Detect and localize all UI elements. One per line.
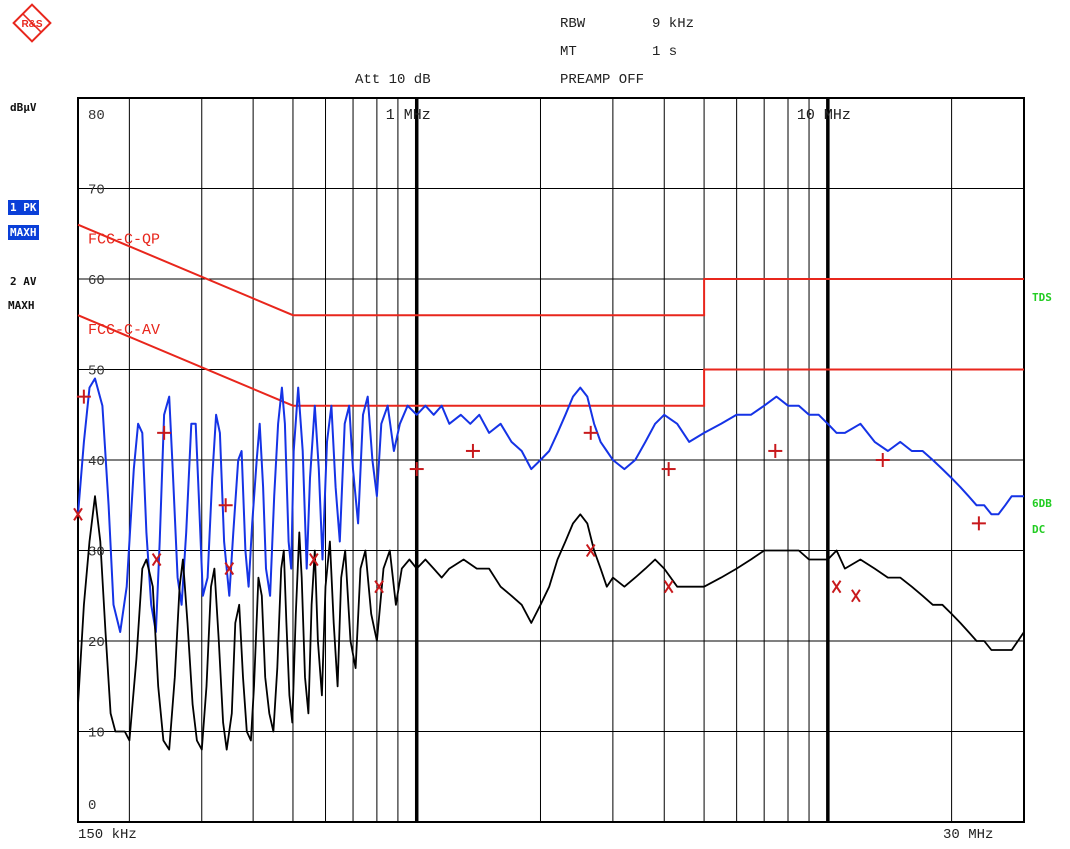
preamp-label: PREAMP OFF	[560, 72, 645, 88]
limit-line-label: FCC-C-QP	[88, 232, 160, 249]
qp-marker	[768, 443, 783, 458]
unit-label: dBµV	[10, 101, 37, 114]
rs-logo: R&S	[12, 3, 52, 43]
y-tick-label: 40	[88, 454, 105, 470]
att-label: Att 10 dB	[355, 72, 431, 88]
av-marker-b	[73, 507, 83, 521]
rbw-label: RBW	[560, 16, 586, 32]
av-marker-b	[851, 589, 861, 603]
trace2-label-line2[interactable]: MAXH	[8, 299, 35, 312]
qp-marker	[465, 443, 480, 458]
traces	[77, 377, 1025, 751]
y-tick-label: 70	[88, 183, 105, 199]
x-start-label: 150 kHz	[78, 827, 137, 843]
mt-label: MT	[560, 44, 577, 60]
y-tick-label: 30	[88, 545, 105, 561]
qp-marker	[218, 498, 233, 513]
av-marker-b	[309, 552, 319, 567]
mt-value: 1 s	[652, 44, 678, 60]
markers	[73, 389, 986, 603]
av-marker-b	[663, 580, 674, 594]
qp-marker	[583, 425, 598, 440]
rbw-value: 9 kHz	[652, 16, 695, 32]
av-marker	[851, 589, 861, 603]
av-marker	[224, 562, 235, 576]
limit-line	[77, 223, 1024, 317]
av-marker-b	[374, 580, 384, 594]
limit-line-label: FCC-C-AV	[88, 322, 160, 339]
y-tick-label: 20	[88, 635, 105, 651]
av-marker	[73, 507, 83, 521]
qp-marker	[409, 462, 424, 477]
av-marker	[831, 580, 842, 594]
qp-marker	[661, 462, 676, 477]
y-tick-label: 50	[88, 364, 105, 380]
trace-line	[77, 377, 1024, 633]
av-marker	[309, 552, 319, 567]
trace1-badge-line2[interactable]: MAXH	[8, 225, 39, 240]
limit-lines: FCC-C-QP FCC-C-AV	[77, 223, 1024, 407]
y-tick-label: 0	[88, 798, 96, 814]
limit-line	[77, 314, 1024, 407]
av-marker	[151, 552, 162, 567]
axis-labels: 0 10 20 30 40 50 60 70 80 1 MHz 10 MHz	[88, 107, 851, 814]
trace-line	[77, 495, 1025, 751]
trace2-label-line1[interactable]: 2 AV	[10, 275, 37, 288]
av-marker	[585, 543, 596, 558]
av-marker-b	[224, 562, 235, 576]
trace1-badge-line1[interactable]: 1 PK	[8, 200, 39, 215]
av-marker	[663, 580, 674, 594]
decade-label: 10 MHz	[797, 107, 851, 124]
grid	[77, 97, 1025, 823]
6db-label: 6DB	[1032, 497, 1052, 510]
av-marker-b	[831, 580, 842, 594]
tds-label: TDS	[1032, 291, 1052, 304]
qp-marker	[157, 425, 172, 440]
av-marker-b	[585, 543, 596, 558]
rs-logo-text: R&S	[21, 19, 42, 30]
y-tick-label: 10	[88, 726, 105, 742]
qp-marker	[875, 453, 890, 467]
qp-marker	[76, 389, 91, 404]
qp-marker	[971, 516, 986, 531]
x-stop-label: 30 MHz	[943, 827, 994, 843]
y-tick-label: 60	[88, 273, 105, 289]
av-marker-b	[151, 552, 162, 567]
av-marker	[374, 580, 384, 594]
y-tick-label: 80	[88, 108, 105, 124]
decade-label: 1 MHz	[386, 107, 431, 124]
dc-label: DC	[1032, 523, 1046, 536]
